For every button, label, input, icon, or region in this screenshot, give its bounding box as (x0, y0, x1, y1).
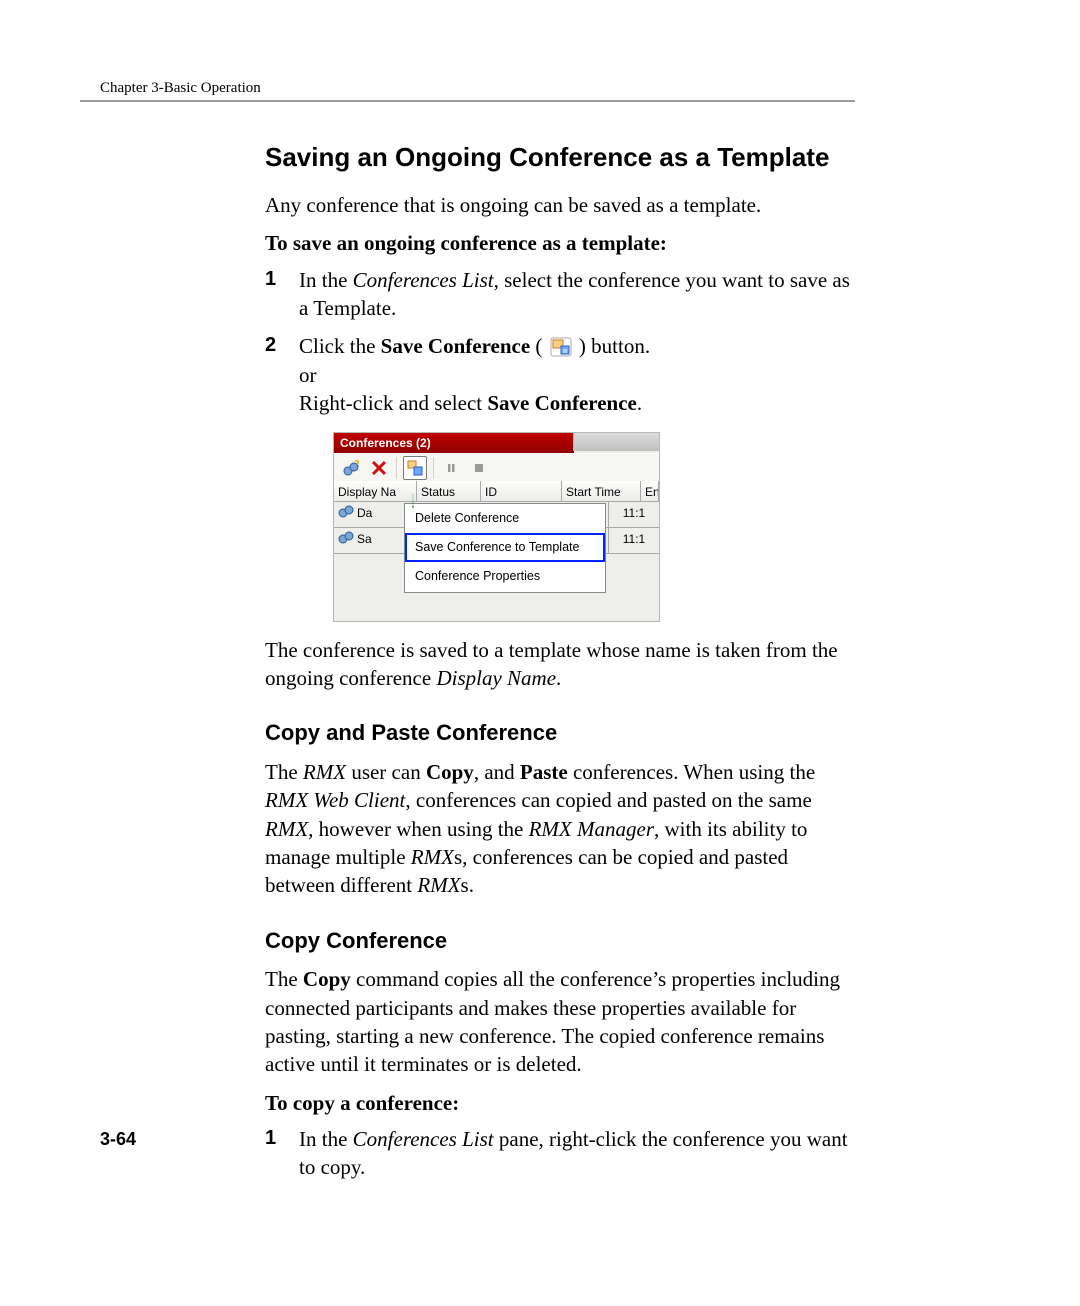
toolbar-separator (396, 457, 397, 479)
column-headers: Display Na Status ID Start Time End T (334, 481, 659, 502)
row-name: Sa (357, 531, 372, 547)
row-name: Da (357, 505, 372, 521)
column-header[interactable]: Display Na (334, 481, 417, 501)
panel-titlebar-inactive (573, 433, 659, 451)
screenshot-conferences-panel: Conferences (2) (333, 432, 660, 622)
row-end-time: 11:1 (608, 527, 659, 553)
header-rule (80, 100, 855, 102)
menu-item-delete-conference[interactable]: Delete Conference (405, 504, 605, 534)
panel-titlebar: Conferences (2) (334, 433, 574, 455)
pause-icon[interactable] (440, 457, 462, 479)
step-1: 1 In the Conferences List, select the co… (265, 266, 855, 323)
context-menu: Delete Conference Save Conference to Tem… (404, 503, 606, 594)
toolbar-separator (433, 457, 434, 479)
save-conference-button[interactable] (403, 456, 427, 480)
section-title-saving: Saving an Ongoing Conference as a Templa… (265, 140, 855, 175)
section-title-copy-paste: Copy and Paste Conference (265, 718, 855, 748)
column-header[interactable]: Status (417, 481, 481, 501)
conference-icon (338, 530, 354, 548)
step-number: 1 (265, 266, 276, 293)
section-title-copy: Copy Conference (265, 926, 855, 956)
conference-icon (338, 504, 354, 522)
delete-icon[interactable] (368, 457, 390, 479)
new-conference-icon[interactable] (340, 457, 362, 479)
procedure-steps: 1 In the Conferences List pane, right-cl… (265, 1125, 855, 1182)
paragraph: The Copy command copies all the conferen… (265, 965, 855, 1078)
row-end-time: 11:1 (608, 501, 659, 527)
stop-icon[interactable] (468, 457, 490, 479)
step-1: 1 In the Conferences List pane, right-cl… (265, 1125, 855, 1182)
paragraph: The RMX user can Copy, and Paste confere… (265, 758, 855, 900)
column-header[interactable]: End T (641, 481, 659, 501)
callout-arrow (412, 461, 414, 541)
content-area: Saving an Ongoing Conference as a Templa… (265, 140, 855, 1192)
step-number: 1 (265, 1125, 276, 1152)
procedure-heading: To copy a conference: (265, 1089, 855, 1117)
step-text: Click the Save Conference ( ) button. or… (299, 334, 650, 415)
procedure-steps: 1 In the Conferences List, select the co… (265, 266, 855, 622)
procedure-heading: To save an ongoing conference as a templ… (265, 229, 855, 257)
panel-toolbar (334, 453, 659, 483)
paragraph: The conference is saved to a template wh… (265, 636, 855, 693)
menu-item-conference-properties[interactable]: Conference Properties (405, 562, 605, 592)
step-text: In the Conferences List pane, right-clic… (299, 1127, 848, 1179)
page-number: 3-64 (100, 1127, 136, 1151)
column-header[interactable]: ID (481, 481, 562, 501)
column-header[interactable]: Start Time (562, 481, 641, 501)
step-number: 2 (265, 332, 276, 359)
page: Chapter 3-Basic Operation Saving an Ongo… (0, 0, 1080, 1306)
paragraph: Any conference that is ongoing can be sa… (265, 191, 855, 219)
menu-item-save-conference-to-template[interactable]: Save Conference to Template (405, 533, 605, 562)
step-text: In the Conferences List, select the conf… (299, 268, 850, 320)
running-header: Chapter 3-Basic Operation (100, 78, 261, 98)
step-2: 2 Click the Save Conference ( ) button. … (265, 332, 855, 621)
save-conference-icon (550, 336, 572, 356)
